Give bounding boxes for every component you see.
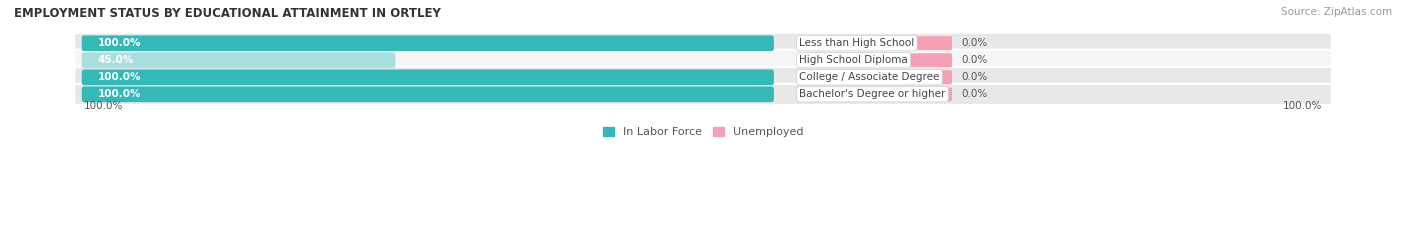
Text: College / Associate Degree: College / Associate Degree	[800, 72, 939, 82]
Text: 0.0%: 0.0%	[962, 38, 988, 48]
Text: Less than High School: Less than High School	[800, 38, 914, 48]
Text: EMPLOYMENT STATUS BY EDUCATIONAL ATTAINMENT IN ORTLEY: EMPLOYMENT STATUS BY EDUCATIONAL ATTAINM…	[14, 7, 441, 20]
FancyBboxPatch shape	[82, 35, 773, 51]
Text: 100.0%: 100.0%	[1282, 101, 1322, 111]
Text: High School Diploma: High School Diploma	[800, 55, 908, 65]
FancyBboxPatch shape	[901, 53, 952, 67]
Text: 100.0%: 100.0%	[97, 72, 141, 82]
Text: Source: ZipAtlas.com: Source: ZipAtlas.com	[1281, 7, 1392, 17]
FancyBboxPatch shape	[75, 50, 1331, 71]
Text: 100.0%: 100.0%	[97, 38, 141, 48]
Text: 0.0%: 0.0%	[962, 55, 988, 65]
FancyBboxPatch shape	[82, 52, 395, 68]
FancyBboxPatch shape	[901, 70, 952, 84]
Text: 100.0%: 100.0%	[84, 101, 124, 111]
Text: Bachelor's Degree or higher: Bachelor's Degree or higher	[800, 89, 946, 99]
FancyBboxPatch shape	[75, 67, 1331, 88]
Legend: In Labor Force, Unemployed: In Labor Force, Unemployed	[598, 123, 808, 142]
Text: 45.0%: 45.0%	[97, 55, 134, 65]
Text: 0.0%: 0.0%	[962, 72, 988, 82]
FancyBboxPatch shape	[75, 33, 1331, 54]
FancyBboxPatch shape	[82, 69, 773, 85]
FancyBboxPatch shape	[901, 87, 952, 101]
FancyBboxPatch shape	[82, 86, 773, 102]
FancyBboxPatch shape	[901, 36, 952, 50]
Text: 0.0%: 0.0%	[962, 89, 988, 99]
Text: 100.0%: 100.0%	[97, 89, 141, 99]
FancyBboxPatch shape	[75, 84, 1331, 105]
